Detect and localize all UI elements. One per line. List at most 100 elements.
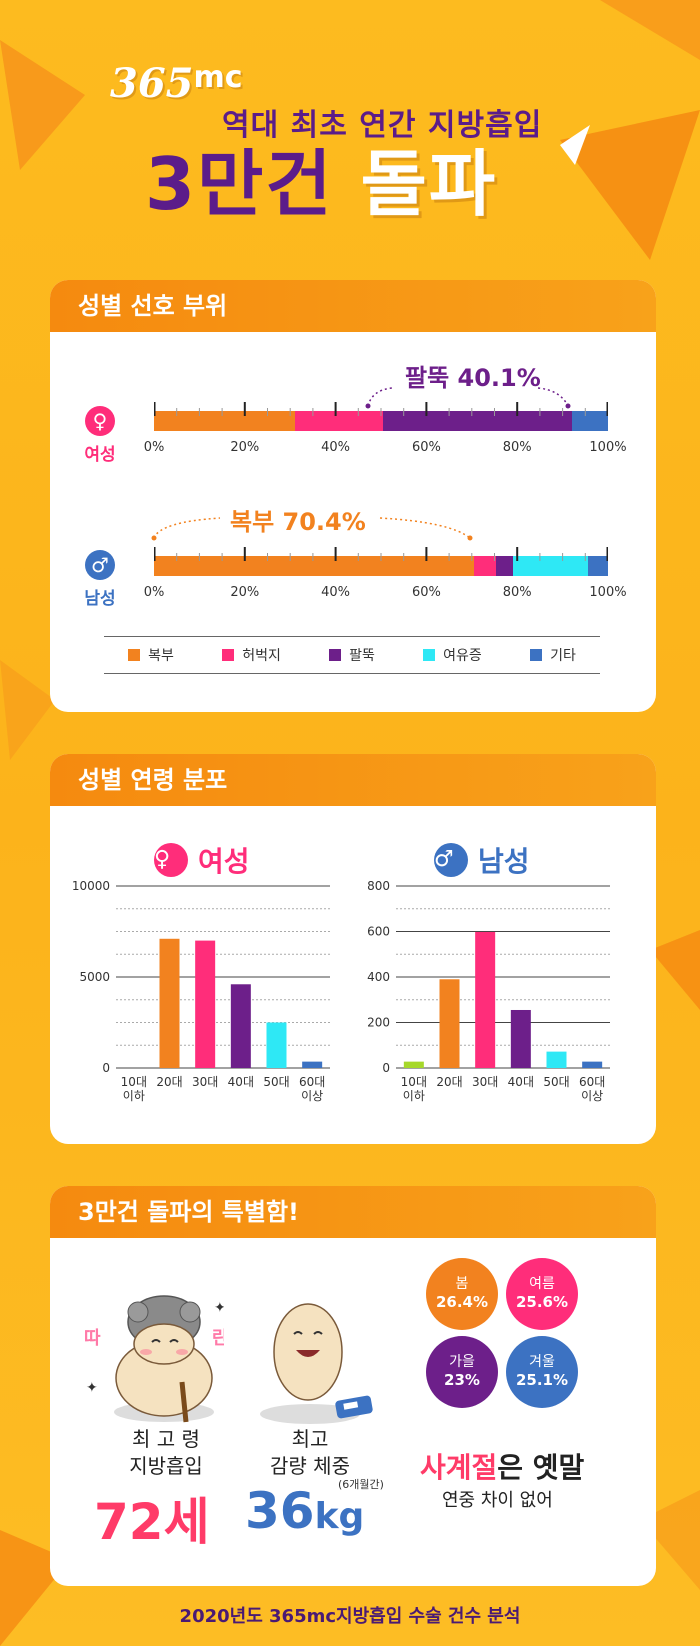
x-tick-label: 이하 [403, 1089, 425, 1103]
male-icon: ♂ [85, 550, 115, 580]
y-tick-label: 800 [367, 879, 390, 893]
legend-item: 허벅지 [222, 645, 281, 665]
bar-segment [473, 556, 497, 576]
x-tick-label: 이하 [123, 1089, 145, 1103]
section-gender-age-distribution: 성별 연령 분포 ♀ 여성 ♂ 남성 0 5000 10000 10대 이하 20대 30대… [50, 754, 656, 1144]
section-gender-preferred-area: 성별 선호 부위 팔뚝 40.1% ♀ 여성 0% 20% 40% 60% 80% 100… [50, 280, 656, 712]
female-callout-arc [365, 387, 571, 409]
weight-loss-note: (6개월간) [338, 1478, 384, 1491]
x-tick-label: 40대 [508, 1075, 534, 1089]
x-tick-label: 20대 [156, 1075, 182, 1089]
male-chart-title-text: 남성 [478, 845, 530, 878]
section-title: 성별 연령 분포 [50, 754, 656, 806]
tick-label: 20% [230, 585, 260, 600]
elderly-character-illustration: 따 란 ✦ ✦ [84, 1295, 224, 1423]
tick-label: 80% [502, 440, 532, 455]
y-tick-label: 600 [367, 925, 390, 939]
season-percent: 23% [444, 1371, 480, 1390]
legend-swatch [530, 649, 543, 661]
season-headline-emphasis: 사계절 [420, 1451, 498, 1484]
oldest-label-line1: 최 고 령 [132, 1427, 200, 1451]
sound-effect-right: 란 [212, 1328, 224, 1349]
legend-label: 기타 [550, 648, 576, 664]
female-stacked-bar [154, 411, 608, 431]
bar [439, 979, 460, 1068]
svg-text:✦: ✦ [214, 1300, 224, 1316]
legend-label: 복부 [148, 648, 174, 664]
weight-loss-value: 36kg [245, 1482, 364, 1540]
weight-label-line1: 최고 [291, 1427, 329, 1451]
weight-label-line2: 감량 체중 [270, 1454, 350, 1478]
y-tick-label: 10000 [72, 879, 110, 893]
legend-item: 팔뚝 [329, 645, 375, 665]
svg-text:✦: ✦ [86, 1380, 98, 1396]
female-bar-ticks [154, 402, 608, 416]
female-callout: 팔뚝 40.1% [405, 364, 541, 392]
female-label: 여성 [84, 445, 116, 465]
female-chart-title-text: 여성 [198, 845, 250, 878]
weight-loss-label: 최고 감량 체중 [250, 1426, 370, 1480]
y-tick-label: 400 [367, 970, 390, 984]
bar [475, 931, 496, 1068]
headline-part2: 돌파 [360, 142, 498, 226]
season-circle: 겨울 25.1% [506, 1336, 578, 1408]
tick-label: 80% [502, 585, 532, 600]
male-bar-ticks [154, 547, 608, 561]
y-tick-label: 0 [102, 1061, 110, 1075]
x-tick-label: 40대 [228, 1075, 254, 1089]
tick-label: 100% [589, 440, 627, 455]
bar [159, 938, 180, 1068]
bar [302, 1061, 323, 1068]
male-callout: 복부 70.4% [230, 508, 366, 536]
x-tick-label: 이상 [581, 1089, 603, 1103]
season-percent: 26.4% [435, 1293, 489, 1312]
headline-line1: 역대 최초 연간 지방흡입 [222, 108, 543, 143]
legend-item: 기타 [530, 645, 576, 665]
weight-loss-character-illustration [260, 1303, 373, 1424]
season-circle: 가을 23% [426, 1336, 498, 1408]
legend-swatch [222, 649, 235, 661]
bar-segment [571, 411, 608, 431]
legend-label: 허벅지 [242, 648, 281, 664]
section-title: 3만건 돌파의 특별함! [50, 1186, 656, 1238]
y-tick-label: 0 [382, 1061, 390, 1075]
legend-swatch [423, 649, 436, 661]
bar-segment [512, 556, 588, 576]
x-tick-label: 50대 [543, 1075, 569, 1089]
bar-segment [383, 411, 572, 431]
male-icon: ♂ [434, 843, 468, 877]
female-icon: ♀ [154, 843, 188, 877]
legend-label: 팔뚝 [349, 648, 375, 664]
tick-label: 0% [143, 585, 165, 600]
footer-source: 2020년도 365mc지방흡입 수술 건수 분석 [179, 1606, 521, 1627]
bar [510, 1009, 531, 1068]
legend-item: 여유증 [423, 645, 482, 665]
tick-label: 40% [321, 440, 351, 455]
male-callout-arc [151, 517, 473, 541]
y-tick-label: 200 [367, 1016, 390, 1030]
season-headline-rest: 은 옛말 [497, 1451, 585, 1484]
bar [403, 1061, 424, 1068]
female-icon: ♀ [85, 406, 115, 436]
header: 365mc 역대 최초 연간 지방흡입 3만건 돌파 [0, 0, 700, 265]
bar [195, 940, 216, 1068]
male-label: 남성 [84, 589, 116, 609]
season-name: 가을 [449, 1353, 475, 1370]
season-percent: 25.1% [515, 1371, 569, 1390]
male-tick-labels: 0% 20% 40% 60% 80% 100% [144, 585, 627, 601]
male-indicator: ♂ 남성 [70, 550, 130, 609]
season-headline: 사계절은 옛말 [420, 1446, 584, 1486]
weight-value-unit: kg [314, 1496, 365, 1537]
headline-main: 3만건 돌파 [145, 148, 497, 220]
season-percent: 25.6% [515, 1293, 569, 1312]
x-tick-label: 10대 [121, 1075, 147, 1089]
x-tick-label: 30대 [192, 1075, 218, 1089]
oldest-label: 최 고 령 지방흡입 [106, 1426, 226, 1480]
tick-label: 60% [411, 585, 441, 600]
bar-segment [294, 411, 384, 431]
x-tick-label: 30대 [472, 1075, 498, 1089]
tick-label: 40% [321, 585, 351, 600]
